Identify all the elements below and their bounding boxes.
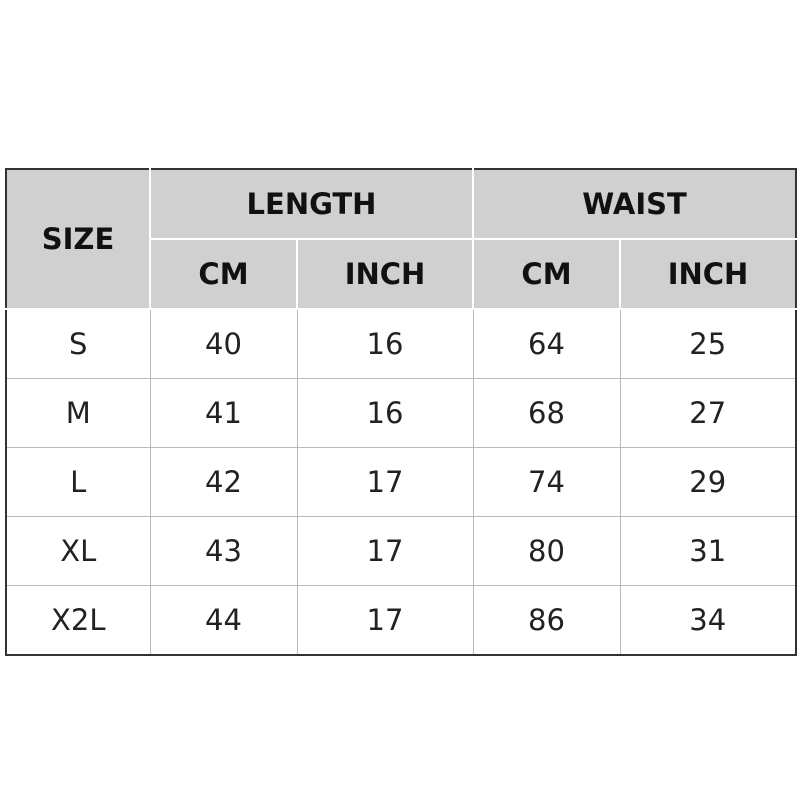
- table-row: L 42 17 74 29: [5, 447, 797, 517]
- header-row-groups: SIZE LENGTH WAIST: [6, 169, 796, 310]
- size-header: SIZE: [6, 169, 151, 310]
- table-cell: 42: [149, 447, 298, 517]
- table-row: M 41 16 68 27: [5, 378, 797, 448]
- header-row-units: CM INCH CM INCH: [6, 238, 796, 310]
- table-cell: 17: [296, 516, 474, 586]
- table-cell: 74: [472, 447, 621, 517]
- table-cell: 17: [296, 447, 474, 517]
- table-cell: 31: [619, 516, 797, 586]
- table-row: X2L 44 17 86 34: [5, 585, 797, 656]
- table-cell: 16: [296, 378, 474, 448]
- size-cell: XL: [5, 516, 151, 586]
- table-cell: 17: [296, 585, 474, 656]
- table-row: XL 43 17 80 31: [5, 516, 797, 586]
- table-cell: 80: [472, 516, 621, 586]
- size-cell: L: [5, 447, 151, 517]
- size-cell: X2L: [5, 585, 151, 656]
- size-chart-table: SIZE LENGTH WAIST CM INCH CM INCH S 40 16 6…: [5, 168, 797, 656]
- table-cell: 86: [472, 585, 621, 656]
- table-cell: 29: [619, 447, 797, 517]
- table-cell: 64: [472, 308, 621, 379]
- table-cell: 41: [149, 378, 298, 448]
- table-cell: 34: [619, 585, 797, 656]
- table-cell: 40: [149, 308, 298, 379]
- table-cell: 68: [472, 378, 621, 448]
- waist-header: WAIST: [472, 169, 796, 240]
- table-cell: 25: [619, 308, 797, 379]
- table-cell: 16: [296, 308, 474, 379]
- unit-header: INCH: [619, 238, 796, 310]
- table-cell: 43: [149, 516, 298, 586]
- size-cell: S: [5, 308, 151, 379]
- unit-header: CM: [472, 238, 621, 310]
- table-cell: 44: [149, 585, 298, 656]
- table-cell: 27: [619, 378, 797, 448]
- size-cell: M: [5, 378, 151, 448]
- unit-header: INCH: [296, 238, 474, 310]
- table-row: S 40 16 64 25: [5, 308, 797, 379]
- length-header: LENGTH: [149, 169, 474, 240]
- unit-header: CM: [149, 238, 298, 310]
